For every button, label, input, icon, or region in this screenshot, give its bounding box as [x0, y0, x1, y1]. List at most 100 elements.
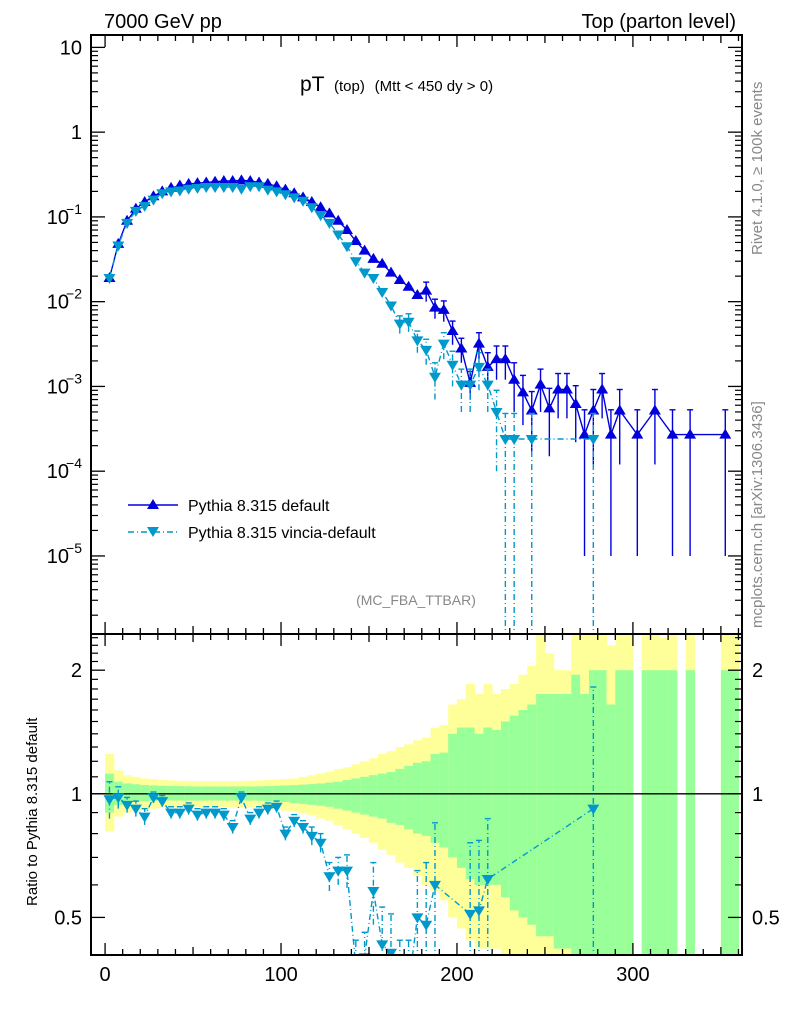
- data-point: [613, 404, 626, 415]
- data-point: [411, 288, 424, 299]
- uncertainty-band-inner: [553, 694, 564, 949]
- plot-title-sub: (top): [334, 78, 365, 95]
- legend-marker-triangle-up: [147, 499, 159, 509]
- uncertainty-band-inner: [448, 733, 458, 858]
- data-point: [596, 383, 609, 394]
- y-tick-label: 0.5: [54, 907, 82, 929]
- data-point: [534, 378, 547, 389]
- ratio-data-point: [332, 866, 345, 877]
- data-point: [508, 434, 521, 445]
- data-point: [270, 187, 283, 198]
- ratio-data-point: [182, 804, 195, 815]
- ratio-data-point: [253, 808, 266, 819]
- data-point: [112, 241, 125, 252]
- data-point: [631, 428, 644, 439]
- ratio-data-point: [209, 808, 222, 819]
- data-point: [499, 353, 512, 364]
- uncertainty-band-inner: [536, 694, 546, 937]
- ratio-data-point: [587, 804, 600, 815]
- y-tick-label: 10: [60, 37, 82, 59]
- header-left-title: 7000 GeV pp: [104, 11, 222, 33]
- data-point: [455, 342, 468, 353]
- data-point: [552, 383, 565, 394]
- data-point: [437, 339, 450, 350]
- data-point: [481, 360, 494, 371]
- data-point: [341, 242, 354, 253]
- data-point: [226, 183, 239, 194]
- data-point: [103, 274, 116, 285]
- data-point: [314, 211, 327, 222]
- plot-title-cut: (Mtt < 450 dy > 0): [375, 78, 493, 95]
- y-tick-label: 10: [47, 292, 69, 314]
- y-tick-label-right: 0.5: [752, 907, 780, 929]
- data-point: [191, 183, 204, 194]
- ratio-data-point: [138, 812, 151, 823]
- data-point: [156, 189, 169, 200]
- ratio-data-point: [341, 866, 354, 877]
- data-point: [446, 325, 459, 336]
- data-point: [587, 434, 600, 445]
- data-point: [332, 230, 345, 241]
- uncertainty-band-inner: [668, 670, 678, 955]
- ratio-data-point: [235, 793, 248, 804]
- ratio-data-point: [420, 920, 433, 931]
- main-panel: pT (top) (Mtt < 450 dy > 0) (MC_FBA_TTBA…: [47, 34, 743, 635]
- uncertainty-band-inner: [509, 715, 520, 911]
- uncertainty-band-inner: [500, 721, 511, 898]
- uncertainty-band-inner: [650, 670, 660, 955]
- ratio-data-point: [350, 962, 362, 972]
- data-point: [244, 182, 257, 193]
- mcplots-label: mcplots.cern.ch [arXiv:1306.3436]: [749, 401, 766, 628]
- ratio-data-point: [367, 886, 380, 897]
- uncertainty-band-inner: [518, 709, 528, 918]
- uncertainty-band-inner: [421, 761, 432, 836]
- ratio-data-point: [147, 793, 160, 804]
- ratio-data-point: [165, 808, 178, 819]
- uncertainty-band-inner: [492, 730, 502, 885]
- data-point: [217, 183, 230, 194]
- uncertainty-band-inner: [386, 772, 396, 823]
- data-point: [235, 184, 248, 195]
- data-point: [173, 186, 186, 197]
- ratio-data-point: [103, 795, 116, 806]
- data-point: [261, 177, 274, 188]
- ratio-data-point: [112, 793, 125, 804]
- ratio-data-point: [288, 816, 301, 827]
- uncertainty-band-inner: [430, 754, 440, 843]
- data-point: [666, 428, 679, 439]
- y-tick-label-exponent: −5: [66, 540, 82, 556]
- data-point: [226, 175, 239, 186]
- data-point: [525, 434, 538, 445]
- ratio-data-point: [376, 940, 389, 951]
- series-line: [108, 179, 726, 438]
- data-point: [402, 317, 415, 328]
- data-point: [393, 319, 406, 330]
- ratio-data-point: [200, 808, 213, 819]
- uncertainty-band-inner: [412, 762, 423, 834]
- legend-label-default: Pythia 8.315 default: [188, 498, 330, 515]
- ratio-data-point: [394, 982, 406, 992]
- data-point: [121, 218, 134, 229]
- rivet-label: Rivet 4.1.0, ≥ 100k events: [749, 82, 766, 255]
- legend-label-vincia: Pythia 8.315 vincia-default: [188, 525, 376, 542]
- uncertainty-band-inner: [465, 727, 476, 880]
- uncertainty-band-inner: [140, 785, 150, 802]
- y-tick-label: 10: [47, 376, 69, 398]
- uncertainty-band-inner: [720, 670, 731, 955]
- ratio-data-point: [403, 982, 415, 992]
- plot-frame: [90, 633, 743, 956]
- data-point: [217, 175, 230, 186]
- y-tick-label: 10: [47, 546, 69, 568]
- ratio-data-point: [244, 814, 257, 825]
- data-point: [138, 201, 151, 212]
- ratio-data-point: [297, 823, 310, 834]
- data-point: [525, 404, 538, 415]
- ratio-data-point: [428, 880, 441, 891]
- ratio-data-point: [173, 808, 186, 819]
- data-point: [472, 337, 485, 348]
- data-point: [578, 428, 591, 439]
- ratio-data-point: [270, 802, 283, 813]
- legend-entry-vincia: Pythia 8.315 vincia-default: [128, 525, 376, 542]
- x-tick-label: 200: [440, 964, 473, 986]
